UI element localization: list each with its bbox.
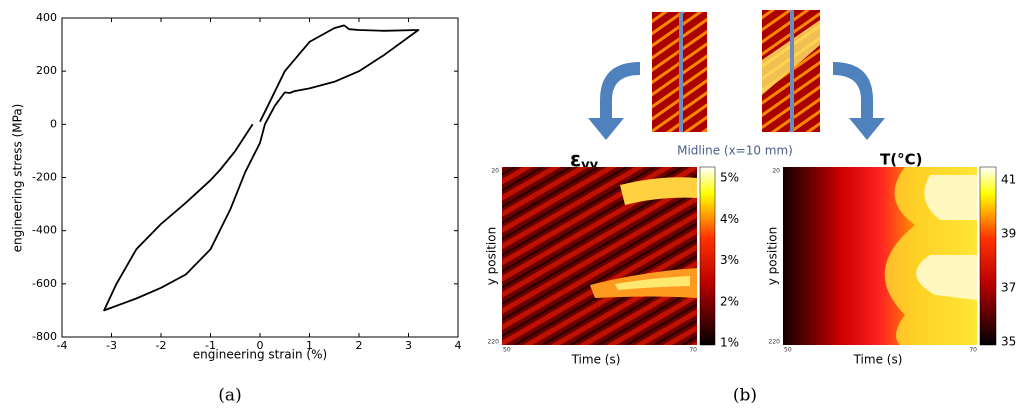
plot-frame: [62, 18, 458, 337]
x-tick-label: 1: [306, 339, 313, 352]
x-tick-label: -2: [156, 339, 167, 352]
data-line: [104, 25, 418, 310]
colorbar-label: 35: [1001, 335, 1016, 349]
tick-label: 50: [784, 347, 792, 354]
y-axis-label: engineering stress (MPa): [11, 104, 25, 253]
figure: engineering strain (%) engineering stres…: [0, 0, 1021, 410]
temperature-label: T(°C): [880, 151, 922, 169]
tick-label: 70: [689, 347, 697, 354]
y-tick-label: 200: [36, 64, 57, 77]
colorbar-label: 3%: [720, 253, 739, 267]
caption: (b): [733, 386, 757, 406]
x-tick-label: 3: [405, 339, 412, 352]
x-tick-label: -4: [57, 339, 68, 352]
x-tick-label: 0: [257, 339, 264, 352]
y-axis-label: y position: [766, 227, 780, 285]
panel-a: engineering strain (%) engineering stres…: [11, 18, 459, 362]
colorbar-label: 37: [1001, 281, 1016, 295]
y-axis-label: y position: [485, 227, 499, 285]
colorbar-label: 4%: [720, 212, 739, 226]
colorbar-label: 5%: [720, 171, 739, 185]
y-tick-label: 400: [36, 11, 57, 24]
colorbar: [980, 167, 996, 345]
colorbar: [700, 167, 715, 345]
tick-label: 220: [769, 339, 781, 346]
panel-b: εyy Midline (x=10 mm) T(°C) y position T…: [485, 10, 997, 367]
strain-symbol: ε: [570, 147, 581, 171]
arrow: [833, 62, 885, 140]
x-tick-label: 2: [356, 339, 363, 352]
tick-label: 220: [488, 339, 500, 346]
tick-label: 70: [969, 347, 977, 354]
x-tick-label: -3: [106, 339, 117, 352]
x-axis-label: Time (s): [571, 353, 621, 367]
y-tick-label: -400: [32, 224, 57, 237]
colorbar-label: 2%: [720, 294, 739, 308]
y-tick-label: 0: [50, 117, 57, 130]
y-tick-label: -200: [32, 171, 57, 184]
colorbar-label: 39: [1001, 227, 1016, 241]
tick-label: 20: [491, 168, 499, 175]
tick-label: 20: [772, 168, 780, 175]
colorbar-label: 41: [1001, 173, 1016, 187]
x-axis-label: Time (s): [853, 353, 903, 367]
arrow: [588, 62, 640, 140]
x-tick-label: -1: [205, 339, 216, 352]
y-tick-label: -600: [32, 277, 57, 290]
caption: (a): [218, 386, 241, 406]
x-tick-label: 4: [455, 339, 462, 352]
midline-label: Midline (x=10 mm): [677, 144, 793, 158]
colorbar-label: 1%: [720, 336, 739, 350]
y-tick-label: -800: [32, 330, 57, 343]
tick-label: 50: [503, 347, 511, 354]
